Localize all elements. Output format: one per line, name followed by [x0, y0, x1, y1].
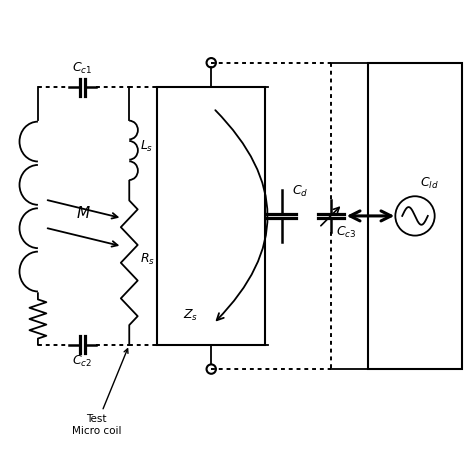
Bar: [368, 63, 462, 369]
Text: $R_s$: $R_s$: [139, 252, 155, 267]
Text: $C_d$: $C_d$: [292, 184, 308, 199]
Text: $C_{c1}$: $C_{c1}$: [72, 61, 92, 76]
Text: $C_{ld}$: $C_{ld}$: [419, 176, 438, 191]
Text: $M$: $M$: [76, 205, 91, 221]
Text: $C_{c2}$: $C_{c2}$: [73, 354, 92, 368]
Text: $C_{c3}$: $C_{c3}$: [337, 225, 357, 240]
Text: Test
Micro coil: Test Micro coil: [72, 349, 128, 436]
Bar: [157, 87, 265, 345]
Text: $L_s$: $L_s$: [139, 139, 153, 155]
Text: $Z_s$: $Z_s$: [183, 308, 198, 323]
